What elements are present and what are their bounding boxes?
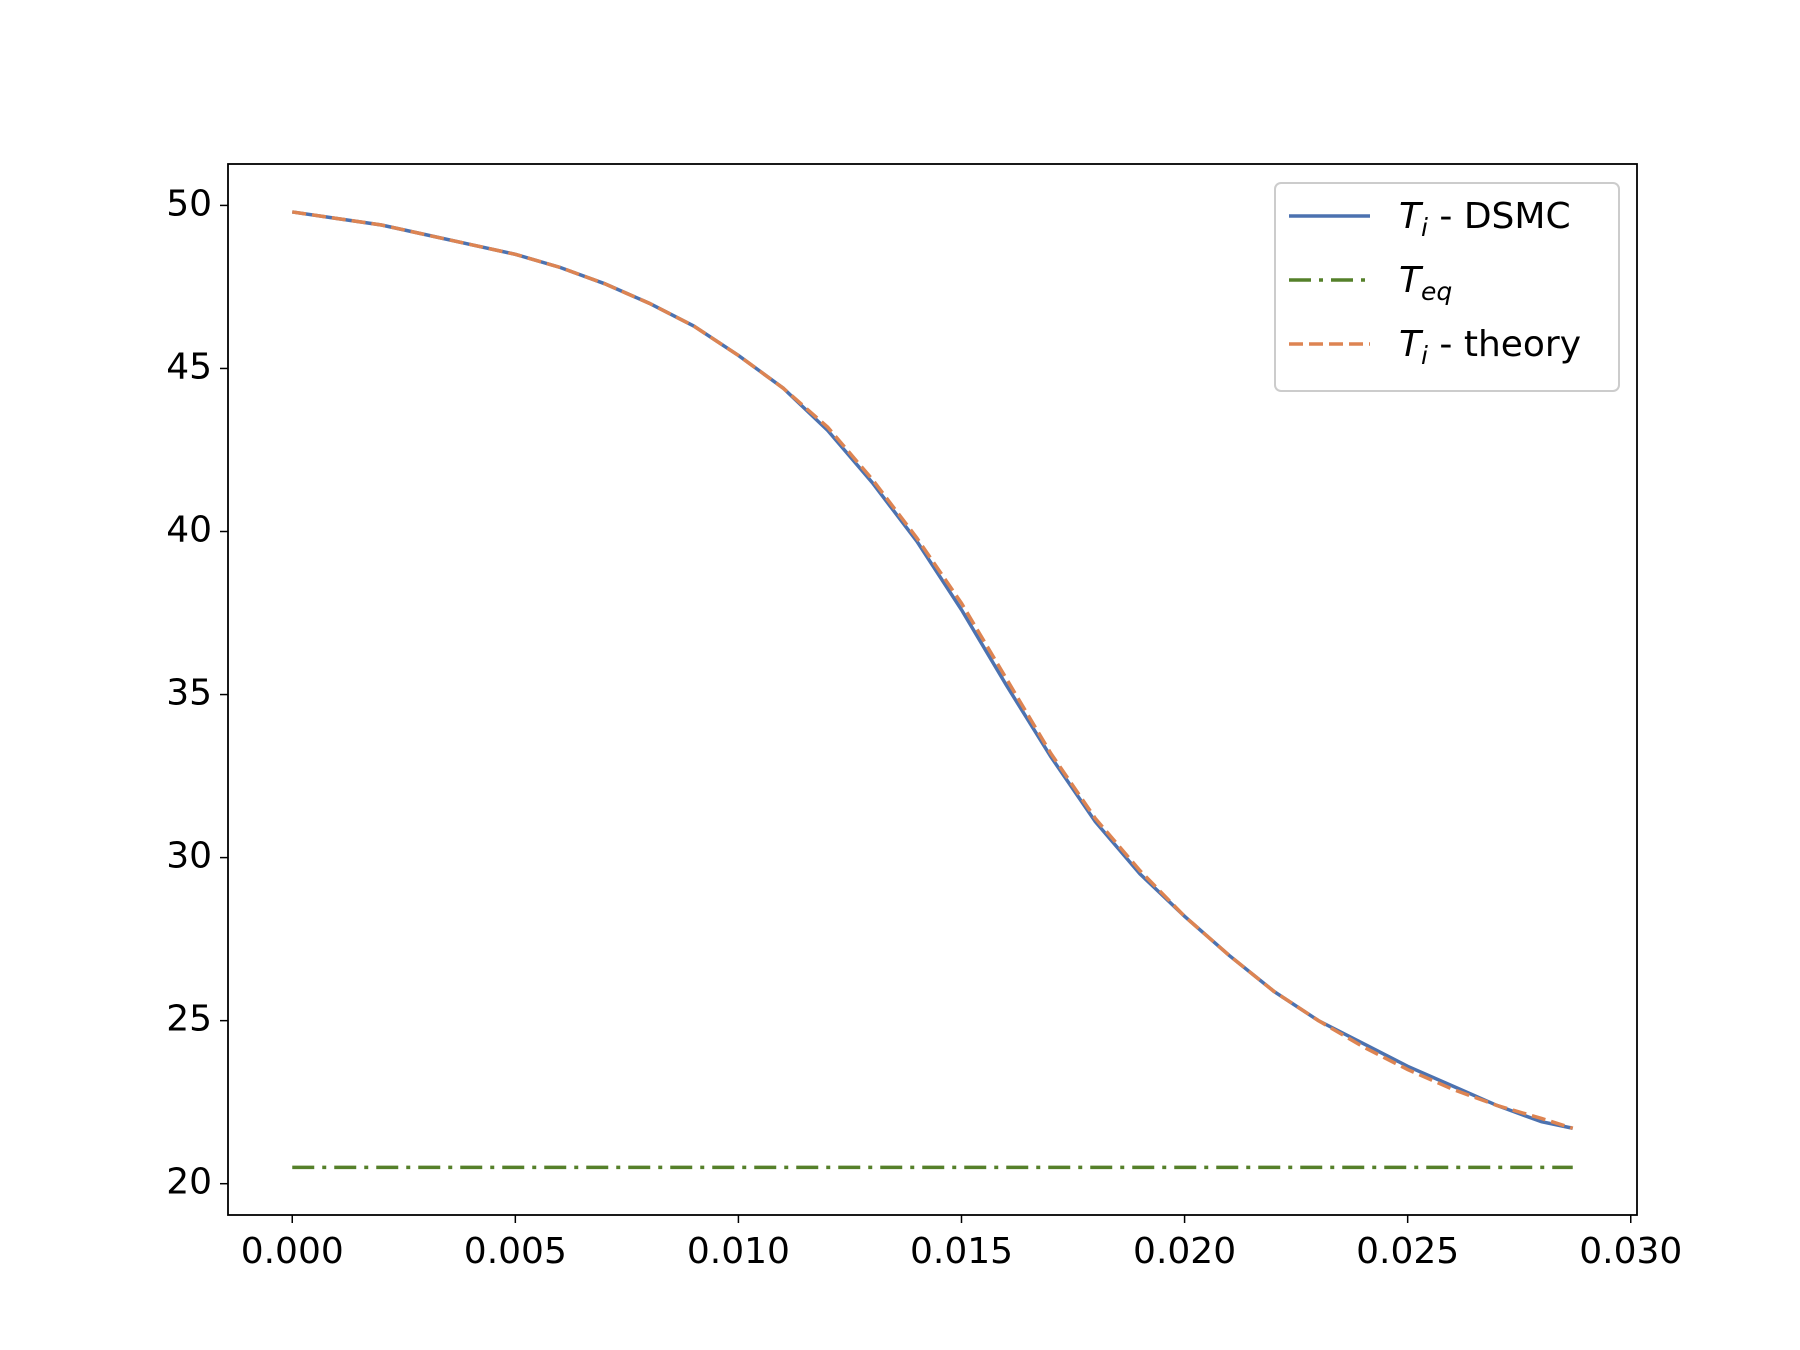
x-tick-label: 0.000 bbox=[241, 1231, 344, 1272]
line-series bbox=[291, 210, 1574, 1130]
plot-frame bbox=[227, 163, 1638, 1216]
line-series bbox=[291, 210, 1574, 1130]
legend-label: Teq bbox=[1399, 260, 1452, 306]
legend-label: Ti - DSMC bbox=[1399, 196, 1571, 242]
y-tick-label: 25 bbox=[166, 999, 212, 1040]
x-tick-label: 0.030 bbox=[1579, 1231, 1682, 1272]
x-tick-label: 0.015 bbox=[910, 1231, 1013, 1272]
y-tick-label: 45 bbox=[166, 346, 212, 387]
x-tick-label: 0.010 bbox=[687, 1231, 790, 1272]
y-tick-label: 20 bbox=[166, 1162, 212, 1203]
legend-label: Ti - theory bbox=[1399, 324, 1581, 370]
y-tick-label: 50 bbox=[166, 183, 212, 224]
x-tick-label: 0.020 bbox=[1133, 1231, 1236, 1272]
y-tick-label: 30 bbox=[166, 836, 212, 877]
legend-box bbox=[1274, 182, 1620, 392]
x-tick-label: 0.005 bbox=[464, 1231, 567, 1272]
x-tick-label: 0.025 bbox=[1356, 1231, 1459, 1272]
y-tick-label: 35 bbox=[166, 673, 212, 714]
y-tick-label: 40 bbox=[166, 510, 212, 551]
